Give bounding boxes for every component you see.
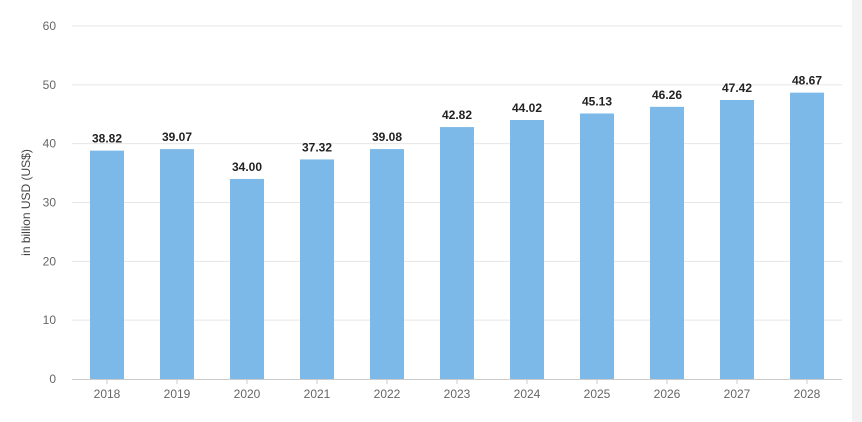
- x-tick-label: 2024: [514, 387, 541, 401]
- data-label: 47.42: [722, 81, 752, 95]
- y-tick-label: 60: [43, 19, 57, 33]
- y-tick-label: 10: [43, 313, 57, 327]
- bar: [300, 159, 334, 379]
- data-label: 42.82: [442, 108, 472, 122]
- x-tick-label: 2028: [794, 387, 821, 401]
- y-axis-ticks: 0 10 20 30 40 50 60: [43, 19, 57, 386]
- data-label: 48.67: [792, 74, 822, 88]
- y-tick-label: 50: [43, 78, 57, 92]
- data-label: 45.13: [582, 94, 612, 108]
- x-tick-label: 2021: [304, 387, 331, 401]
- y-axis-title: in billion USD (US$): [19, 149, 33, 256]
- x-axis-ticks: 2018 2019 2020 2021 2022 2023 2024 2025 2026 2027…: [94, 379, 821, 401]
- bar: [90, 150, 124, 379]
- x-tick-label: 2018: [94, 387, 121, 401]
- y-tick-label: 40: [43, 137, 57, 151]
- bar: [370, 149, 404, 379]
- data-label: 38.82: [92, 132, 122, 146]
- data-label: 46.26: [652, 88, 682, 102]
- y-tick-label: 0: [49, 372, 56, 386]
- x-tick-label: 2019: [164, 387, 191, 401]
- x-tick-label: 2022: [374, 387, 401, 401]
- scrollbar-track[interactable]: [852, 0, 862, 422]
- bars: [90, 92, 824, 380]
- data-label: 37.32: [302, 140, 332, 154]
- y-tick-label: 30: [43, 196, 57, 210]
- x-tick-label: 2023: [444, 387, 471, 401]
- data-label: 39.08: [372, 130, 402, 144]
- bar: [440, 127, 474, 379]
- data-label: 44.02: [512, 101, 542, 115]
- bar: [160, 149, 194, 379]
- data-label: 34.00: [232, 160, 262, 174]
- x-tick-label: 2026: [654, 387, 681, 401]
- data-label: 39.07: [162, 130, 192, 144]
- bar: [790, 92, 824, 379]
- x-tick-label: 2025: [584, 387, 611, 401]
- x-tick-label: 2020: [234, 387, 261, 401]
- bar: [650, 106, 684, 379]
- data-labels: 38.82 39.07 34.00 37.32 39.08 42.82 44.02 45.13…: [92, 74, 822, 174]
- x-tick-label: 2027: [724, 387, 751, 401]
- bar: [510, 120, 544, 380]
- bar: [580, 113, 614, 379]
- bar: [720, 100, 754, 380]
- bar: [230, 178, 264, 379]
- y-tick-label: 20: [43, 254, 57, 268]
